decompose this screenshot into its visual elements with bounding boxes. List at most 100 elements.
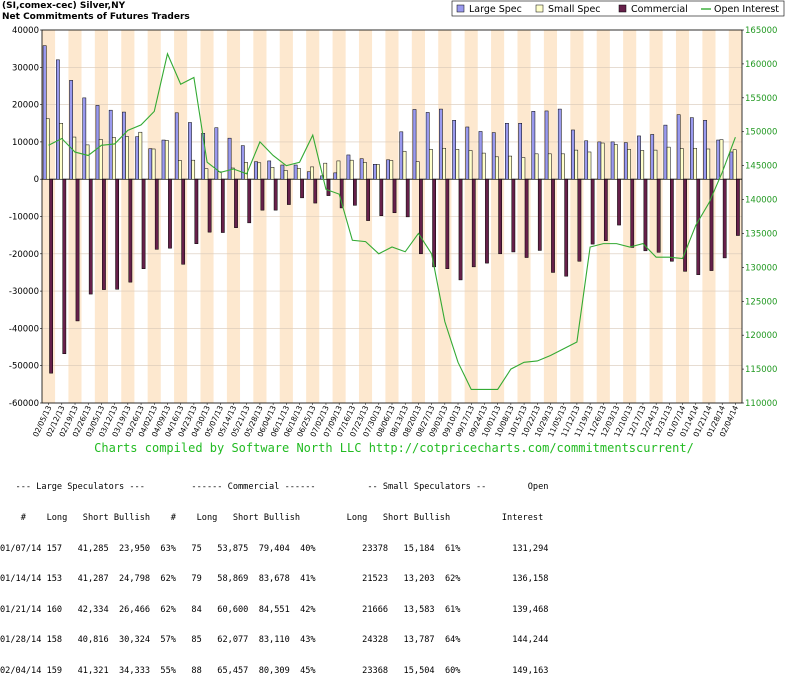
bar-large-spec	[174, 112, 179, 180]
bar-commercial	[339, 178, 344, 209]
bar-commercial	[405, 178, 410, 218]
bar-large-spec	[346, 154, 351, 180]
bar-small-spec	[627, 149, 631, 180]
table-header-groups: --- Large Speculators --- ------ Commerc…	[0, 482, 549, 493]
y2-tick-label: 115000	[745, 365, 777, 375]
bar-commercial	[141, 178, 146, 269]
bar-large-spec	[161, 139, 166, 180]
bar-commercial	[471, 178, 476, 268]
bar-large-spec	[306, 171, 311, 180]
y-tick-label: -40000	[9, 324, 39, 334]
bar-small-spec	[204, 168, 209, 180]
bar-commercial	[49, 178, 53, 374]
bar-commercial	[273, 178, 278, 211]
y-tick-label: 10000	[12, 138, 39, 148]
legend-label: Commercial	[631, 4, 688, 15]
bar-small-spec	[178, 160, 182, 180]
bar-commercial	[286, 178, 291, 205]
table-row: 01/21/14 160 42,334 26,466 62% 84 60,600…	[0, 604, 549, 615]
bar-large-spec	[372, 164, 377, 180]
bar-large-spec	[584, 140, 589, 180]
bar-large-spec	[729, 151, 734, 180]
table-row: 01/28/14 158 40,816 30,324 57% 85 62,077…	[0, 635, 549, 646]
bar-large-spec	[663, 124, 668, 180]
y-tick-label: 40000	[12, 26, 39, 36]
bar-commercial	[379, 178, 384, 217]
bar-commercial	[722, 178, 727, 259]
bar-small-spec	[336, 160, 341, 180]
legend-label: Small Spec	[548, 4, 601, 15]
bar-commercial	[194, 178, 199, 244]
bar-small-spec	[270, 167, 275, 180]
bar-commercial	[656, 178, 661, 253]
bar-small-spec	[363, 162, 367, 180]
bar-commercial	[62, 178, 67, 355]
bar-commercial	[181, 178, 186, 265]
bar-commercial	[353, 178, 357, 206]
legend-swatch	[535, 4, 544, 13]
bar-commercial	[102, 178, 106, 290]
credit-link[interactable]: Charts compiled by Software North LLC ht…	[94, 441, 694, 455]
bar-large-spec	[254, 161, 258, 180]
bar-small-spec	[613, 144, 618, 180]
bar-small-spec	[719, 139, 724, 180]
bar-large-spec	[95, 105, 100, 180]
y-tick-label: -20000	[9, 250, 39, 260]
cot-chart: -60000 -50000 -40000 -30000 -20000 -10000 0 100…	[9, 0, 785, 438]
bar-small-spec	[442, 147, 446, 180]
bar-large-spec	[597, 141, 602, 180]
bar-small-spec	[323, 162, 328, 180]
bar-commercial	[115, 178, 120, 290]
open-interest-line	[48, 51, 736, 390]
bar-large-spec	[293, 164, 298, 180]
bar-small-spec	[547, 153, 552, 180]
bar-large-spec	[359, 158, 364, 180]
bar-commercial	[313, 178, 318, 204]
y-tick-label: -60000	[9, 399, 39, 409]
bar-commercial	[498, 178, 503, 255]
y2-tick-label: 110000	[745, 399, 777, 409]
legend-label: Open Interest	[714, 4, 779, 15]
bar-commercial	[630, 178, 635, 248]
bar-small-spec	[402, 150, 407, 180]
bar-large-spec	[491, 132, 496, 180]
bar-small-spec	[125, 136, 129, 180]
bar-large-spec	[122, 111, 126, 180]
bar-small-spec	[283, 169, 288, 180]
y2-tick-label: 120000	[745, 331, 777, 341]
bar-large-spec	[637, 135, 641, 180]
legend-label: Large Spec	[469, 4, 522, 15]
bar-large-spec	[623, 142, 628, 180]
y-tick-label: -30000	[9, 287, 39, 297]
bar-small-spec	[415, 161, 420, 180]
bar-large-spec	[214, 127, 219, 180]
bar-large-spec	[148, 148, 153, 180]
bar-small-spec	[706, 148, 711, 180]
bar-commercial	[432, 178, 436, 268]
bar-small-spec	[46, 118, 50, 180]
bar-large-spec	[505, 123, 509, 180]
bar-commercial	[247, 178, 252, 224]
bar-small-spec	[534, 153, 539, 180]
bar-commercial	[577, 178, 582, 262]
bar-large-spec	[386, 159, 390, 180]
bar-small-spec	[468, 150, 473, 180]
bar-commercial	[485, 178, 489, 264]
bar-small-spec	[653, 149, 658, 180]
bar-commercial	[88, 178, 93, 295]
y2-tick-label: 165000	[745, 26, 777, 36]
bar-large-spec	[333, 172, 338, 180]
bar-large-spec	[135, 136, 139, 180]
bar-small-spec	[257, 162, 262, 180]
bar-commercial	[168, 178, 172, 249]
bar-commercial	[511, 178, 516, 253]
bar-commercial	[207, 178, 212, 233]
bar-large-spec	[650, 134, 655, 180]
bar-commercial	[220, 178, 225, 233]
bar-commercial	[75, 178, 80, 322]
y-tick-label: 20000	[12, 101, 39, 111]
bar-large-spec	[689, 117, 694, 180]
bar-large-spec	[412, 109, 417, 180]
bar-small-spec	[138, 131, 143, 180]
bar-commercial	[670, 178, 674, 262]
